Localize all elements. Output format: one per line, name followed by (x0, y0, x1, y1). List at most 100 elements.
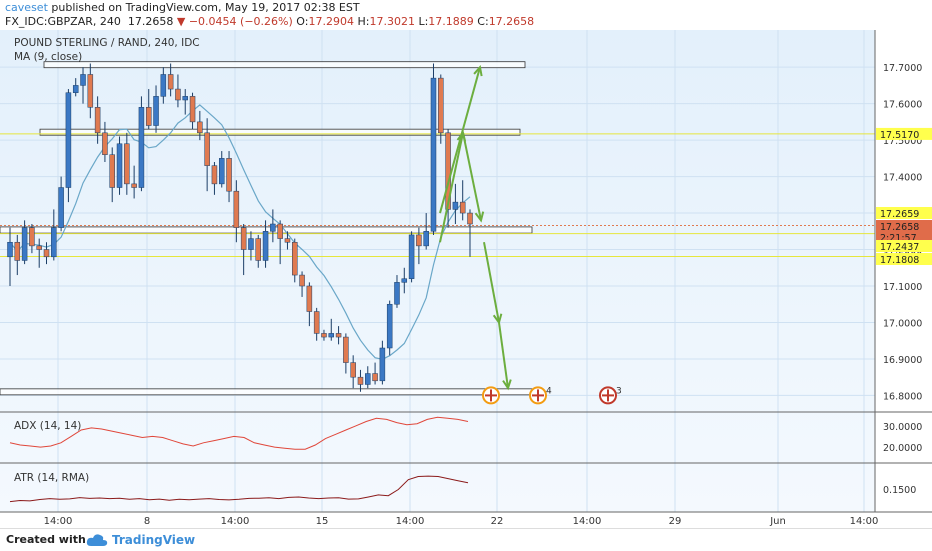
time-tick-7: 29 (669, 516, 682, 527)
price-tick-3: 17.4000 (883, 173, 922, 184)
time-tick-4: 14:00 (396, 516, 425, 527)
candle-body-42 (313, 311, 320, 334)
price-tick-0: 17.7000 (883, 63, 922, 74)
last-price: 17.2658 (127, 15, 174, 28)
candle-body-6 (51, 227, 57, 258)
moving-average (9, 104, 471, 360)
candle-body-28 (211, 165, 218, 185)
candle-body-63 (467, 212, 473, 225)
publish-line: caveset published on TradingView.com, Ma… (5, 1, 360, 14)
price-label-4: 17.2437 (880, 242, 919, 253)
event-count-2: 3 (616, 386, 622, 396)
candle-body-33 (248, 238, 254, 250)
candle-body-59 (438, 77, 444, 134)
candle-body-61 (452, 201, 459, 210)
author-name[interactable]: caveset (5, 1, 48, 14)
trend-arrows (439, 64, 512, 391)
event-count-1: 4 (546, 386, 552, 396)
arrow-head-0 (473, 64, 483, 77)
time-tick-8: Jun (769, 516, 786, 527)
candle-body-49 (365, 373, 371, 385)
atr-tick-0: 0.1500 (883, 485, 916, 496)
tradingview-name: TradingView (112, 533, 196, 547)
close-value: 17.2658 (488, 15, 535, 28)
adx-tick-1: 20.0000 (883, 443, 922, 454)
price-tick-2: 17.5000 (883, 136, 922, 147)
candle-body-37 (277, 223, 283, 239)
tradingview-brand[interactable]: TradingView (86, 531, 195, 549)
candle-body-11 (87, 74, 94, 108)
time-tick-2: 14:00 (221, 516, 250, 527)
candle-body-25 (189, 96, 196, 123)
price-tick-9: 16.8000 (883, 391, 922, 402)
created-with-label: Created with (6, 533, 86, 546)
candle-body-19 (145, 107, 152, 126)
arrow-line-1 (439, 132, 464, 243)
main-title: POUND STERLING / RAND, 240, IDC (14, 37, 200, 49)
price-tick-8: 16.9000 (883, 355, 922, 366)
candle-body-21 (160, 74, 167, 97)
atr-line (9, 475, 469, 503)
candle-body-34 (255, 238, 262, 261)
candle-body-30 (226, 158, 232, 192)
candle-body-53 (394, 282, 400, 305)
time-tick-0: 14:00 (44, 516, 73, 527)
price-tick-7: 17.0000 (883, 318, 922, 329)
ohlc-line: FX_IDC:GBPZAR, 240 17.2658 ▼ −0.0454 (−0… (5, 15, 534, 28)
candle-body-35 (262, 231, 269, 261)
price-tick-6: 17.1000 (883, 282, 922, 293)
cloud-icon (86, 534, 108, 546)
candle-body-9 (72, 85, 79, 93)
low-value: 17.1889 (428, 15, 474, 28)
price-label-bg-0 (876, 127, 932, 140)
price-label-2: 17.2658 (880, 222, 919, 233)
candle-body-57 (423, 231, 429, 247)
candle-body-56 (416, 234, 422, 247)
price-label-3: 2:21:57 (880, 233, 917, 244)
horizontal-lines (0, 133, 875, 258)
time-tick-5: 22 (491, 516, 504, 527)
candle-body-5 (43, 249, 50, 258)
symbol: FX_IDC:GBPZAR, 240 (5, 15, 121, 28)
arrow-head-4 (502, 379, 512, 391)
candle-body-13 (102, 132, 108, 155)
price-change: −0.0454 (−0.26%) (188, 15, 293, 28)
candle-body-10 (80, 74, 86, 86)
candle-body-14 (109, 154, 115, 188)
candlestick-series (7, 63, 473, 392)
candle-body-23 (175, 88, 181, 101)
candle-body-8 (65, 92, 72, 188)
candle-body-55 (408, 234, 415, 279)
indicator-panes (9, 416, 469, 503)
arrow-line-4 (498, 322, 509, 389)
arrow-line-2 (462, 132, 482, 221)
candle-body-4 (36, 245, 42, 250)
footer: Created with TradingView (0, 528, 932, 551)
high-label: H: (357, 15, 370, 28)
time-tick-3: 15 (316, 516, 329, 527)
candle-body-0 (7, 241, 13, 258)
candle-body-36 (270, 223, 276, 232)
candle-body-38 (284, 238, 291, 243)
candle-body-24 (182, 96, 188, 101)
chart-area[interactable]: 43 17.700017.600017.500017.400017.300017… (0, 30, 932, 530)
candle-body-52 (386, 303, 393, 349)
plot-background (0, 30, 875, 512)
atr-legend: ATR (14, RMA) (14, 472, 89, 484)
adx-line (9, 416, 469, 450)
price-label-1: 17.2659 (880, 209, 919, 220)
zone-1 (39, 128, 521, 136)
price-label-bg-5 (876, 253, 932, 265)
zone-3 (0, 388, 541, 396)
price-axis: 17.700017.600017.500017.400017.300017.20… (876, 63, 932, 496)
candle-body-48 (357, 376, 364, 385)
candle-body-27 (204, 132, 210, 166)
candle-body-3 (29, 227, 35, 247)
adx-tick-0: 30.0000 (883, 422, 922, 433)
arrow-line-3 (483, 242, 500, 323)
candle-body-18 (138, 107, 145, 188)
candle-body-43 (321, 333, 327, 338)
ma-legend: MA (9, close) (14, 51, 82, 63)
zone-0 (43, 61, 526, 69)
candle-body-32 (240, 227, 247, 250)
